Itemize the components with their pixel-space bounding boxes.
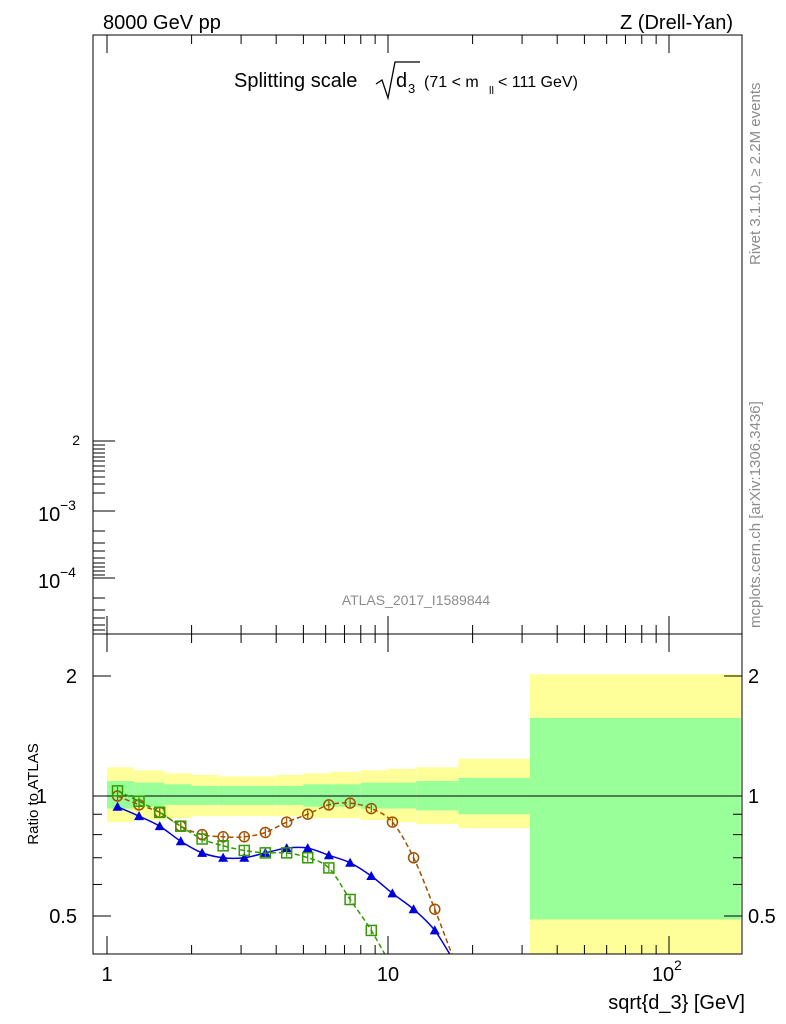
data-point bbox=[154, 821, 165, 831]
title-mass-sub: ll bbox=[489, 85, 494, 97]
data-point bbox=[111, 785, 124, 797]
data-point bbox=[259, 826, 272, 839]
data-point bbox=[259, 847, 272, 859]
data-point bbox=[451, 959, 461, 969]
band-inner bbox=[303, 784, 332, 807]
title-radical-var: d bbox=[396, 70, 407, 92]
uncertainty-bands bbox=[107, 674, 741, 954]
title-radical-sub: 3 bbox=[408, 81, 415, 96]
ratio-y-ticks bbox=[93, 675, 742, 917]
data-point bbox=[112, 801, 123, 811]
rivet-version-label: Rivet 3.1.10, ≥ 2.2M events bbox=[747, 83, 764, 266]
main-panel: Splitting scale d 3 (71 < m ll < 111 GeV… bbox=[38, 34, 743, 635]
data-point bbox=[196, 833, 208, 845]
data-point bbox=[239, 852, 250, 862]
y-tick-label-right: 0.5 bbox=[748, 906, 776, 928]
data-point bbox=[301, 851, 314, 864]
x-tick-label: 10 bbox=[377, 964, 399, 986]
data-point bbox=[175, 836, 186, 846]
ratio-panel-frame bbox=[92, 633, 743, 955]
data-point bbox=[472, 999, 482, 1009]
data-point bbox=[238, 844, 251, 857]
main-y-tick-exponent: −4 bbox=[60, 564, 76, 580]
data-point bbox=[429, 925, 440, 935]
y-tick-label: 1 bbox=[36, 786, 47, 808]
data-point bbox=[174, 820, 187, 832]
y-axis-label: Ratio to ATLAS bbox=[25, 743, 42, 844]
title-mass-range-end: < 111 GeV) bbox=[498, 74, 578, 91]
data-point bbox=[301, 808, 314, 820]
data-point bbox=[365, 924, 378, 937]
data-point bbox=[345, 857, 356, 867]
mcplots-source-label: mcplots.cern.ch [arXiv:1306.3436] bbox=[747, 401, 764, 628]
x-axis-label: sqrt{d_3} [GeV] bbox=[608, 992, 745, 1014]
data-point bbox=[344, 797, 356, 809]
y-tick-label-right: 2 bbox=[748, 666, 759, 688]
data-point bbox=[365, 802, 378, 815]
mc-series bbox=[111, 785, 482, 1009]
data-point bbox=[280, 816, 293, 828]
data-point bbox=[238, 831, 251, 843]
main-panel-frame bbox=[92, 34, 743, 635]
data-point bbox=[218, 852, 229, 862]
data-point bbox=[323, 799, 335, 811]
analysis-watermark: ATLAS_2017_I1589844 bbox=[342, 592, 491, 608]
data-point bbox=[280, 847, 293, 859]
data-point bbox=[197, 847, 208, 857]
band-inner bbox=[164, 784, 192, 805]
main-y-tick-exponent: −3 bbox=[60, 497, 76, 513]
data-point bbox=[323, 862, 335, 874]
series-line bbox=[117, 795, 453, 954]
band-inner bbox=[331, 784, 361, 807]
x-tick-label: 10 bbox=[652, 964, 674, 986]
title-text: Splitting scale bbox=[234, 70, 357, 92]
title-mass-range: (71 < m bbox=[424, 74, 479, 91]
series-line bbox=[117, 790, 386, 954]
band-inner bbox=[248, 785, 277, 805]
data-point bbox=[302, 843, 313, 853]
data-point bbox=[451, 959, 461, 968]
main-x-ticks bbox=[106, 35, 670, 634]
x-tick-exponent: 2 bbox=[674, 957, 682, 973]
band-inner bbox=[276, 785, 304, 805]
data-point bbox=[429, 903, 441, 915]
data-point bbox=[472, 983, 482, 992]
data-point bbox=[217, 840, 229, 852]
data-point bbox=[344, 893, 356, 906]
data-point bbox=[134, 811, 145, 821]
main-y-tick-label: 2 bbox=[72, 432, 80, 448]
data-point bbox=[133, 795, 145, 808]
sqrt-radical-icon bbox=[375, 61, 420, 101]
x-tick-label: 1 bbox=[101, 964, 112, 986]
data-point bbox=[387, 888, 398, 898]
data-point bbox=[408, 904, 419, 914]
main-title: Splitting scale d 3 (71 < m ll < 111 GeV… bbox=[234, 61, 578, 101]
band-inner bbox=[218, 785, 249, 805]
data-point bbox=[386, 816, 399, 828]
data-point bbox=[323, 850, 334, 860]
data-point bbox=[407, 851, 420, 864]
band-inner bbox=[529, 717, 741, 920]
data-point bbox=[366, 870, 377, 880]
main-y-tick-label: 10 bbox=[38, 571, 60, 593]
data-point bbox=[153, 806, 166, 819]
y-tick-label-right: 1 bbox=[748, 786, 759, 808]
series-line bbox=[117, 806, 451, 954]
collision-label: 8000 GeV pp bbox=[103, 12, 221, 34]
main-y-tick-label: 10 bbox=[38, 504, 60, 526]
main-y-minor-ticks bbox=[93, 440, 115, 631]
y-tick-label: 2 bbox=[66, 666, 77, 688]
y-tick-label: 0.5 bbox=[49, 906, 77, 928]
ratio-panel: 1 10 10 2 2 1 0.5 2 1 0.5 Ratio to ATLAS… bbox=[25, 633, 776, 1014]
process-label: Z (Drell-Yan) bbox=[620, 12, 733, 34]
band-inner bbox=[191, 785, 219, 805]
ratio-x-ticks bbox=[106, 634, 670, 954]
